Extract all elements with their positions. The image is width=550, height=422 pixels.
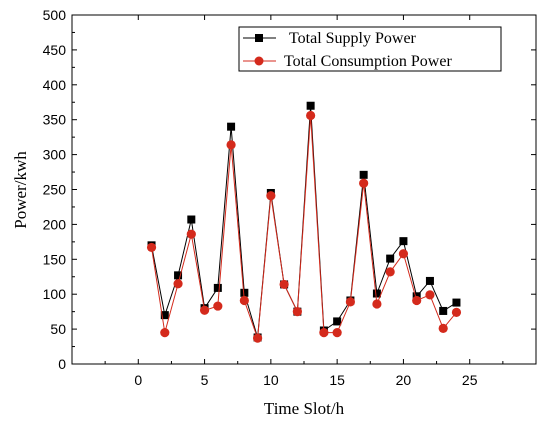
data-point-supply	[160, 311, 169, 320]
x-axis-title: Time Slot/h	[264, 399, 345, 418]
data-point-supply	[425, 276, 434, 285]
y-tick-label: 300	[43, 147, 67, 163]
y-tick-label: 350	[43, 112, 67, 128]
data-point-consumption	[372, 299, 382, 309]
data-point-supply	[187, 215, 196, 224]
y-tick-label: 250	[43, 182, 67, 198]
data-point-consumption	[173, 279, 183, 289]
x-tick-label: 20	[396, 372, 412, 388]
x-tick-label: 0	[134, 372, 142, 388]
data-point-consumption	[319, 327, 329, 338]
data-point-consumption	[160, 327, 170, 338]
data-point-consumption	[332, 327, 342, 338]
y-axis-title: Power/kwh	[11, 151, 30, 229]
series-consumption	[146, 110, 462, 343]
data-point-supply	[359, 170, 368, 179]
data-point-consumption	[239, 295, 249, 306]
y-tick-label: 450	[43, 42, 67, 58]
legend-label-consumption: Total Consumption Power	[284, 53, 452, 70]
y-tick-label: 400	[43, 77, 67, 93]
x-axis-ticks: 0 5 10 15 20 25	[104, 15, 504, 388]
data-point-consumption	[292, 307, 302, 317]
legend-label-supply: Total Supply Power	[289, 30, 417, 47]
data-point-supply	[306, 101, 315, 110]
x-tick-label: 10	[263, 372, 279, 388]
legend-marker-supply	[255, 34, 263, 42]
data-point-consumption	[438, 323, 448, 334]
series-layer	[146, 101, 462, 343]
data-point-supply	[333, 317, 342, 326]
data-point-consumption	[186, 229, 196, 239]
series-supply	[147, 101, 461, 342]
data-point-consumption	[226, 140, 236, 150]
data-point-consumption	[253, 333, 263, 343]
data-point-consumption	[146, 242, 157, 253]
data-point-consumption	[451, 307, 462, 317]
data-point-consumption	[279, 279, 289, 290]
y-tick-label: 200	[43, 216, 67, 232]
data-point-consumption	[425, 290, 435, 300]
data-point-consumption	[199, 305, 210, 315]
data-point-consumption	[345, 297, 355, 307]
legend: Total Supply Power Total Consumption Pow…	[238, 26, 502, 72]
series-line-consumption	[151, 115, 457, 339]
data-point-supply	[174, 271, 183, 280]
legend-marker-consumption	[254, 56, 264, 66]
data-point-consumption	[266, 191, 276, 201]
data-point-consumption	[213, 301, 223, 311]
y-axis-ticks: 0 50 100 150 200 250 300 350 400 450 500	[43, 7, 536, 372]
data-point-supply	[452, 298, 461, 307]
data-point-supply	[240, 288, 249, 297]
y-tick-label: 0	[58, 356, 66, 372]
series-line-supply	[151, 105, 457, 338]
data-point-supply	[439, 306, 448, 315]
data-point-supply	[372, 289, 381, 298]
data-point-consumption	[412, 295, 422, 306]
data-point-supply	[213, 283, 222, 292]
data-point-consumption	[385, 267, 395, 277]
data-point-consumption	[359, 178, 369, 188]
y-tick-label: 100	[43, 286, 67, 302]
data-point-supply	[227, 122, 236, 131]
x-tick-label: 15	[329, 372, 345, 388]
x-tick-label: 25	[462, 372, 478, 388]
y-tick-label: 50	[50, 321, 66, 337]
data-point-consumption	[398, 249, 409, 259]
data-point-consumption	[306, 110, 316, 121]
y-tick-label: 150	[43, 251, 67, 267]
y-tick-label: 500	[43, 7, 67, 23]
data-point-supply	[399, 237, 408, 246]
x-tick-label: 5	[201, 372, 209, 388]
legend-box	[238, 26, 502, 72]
data-point-supply	[386, 254, 395, 263]
